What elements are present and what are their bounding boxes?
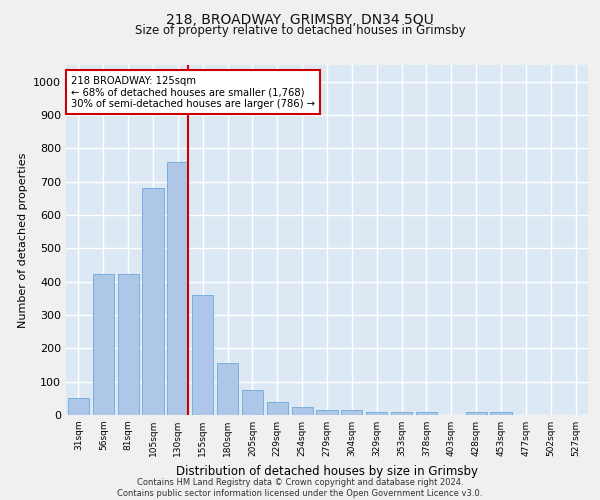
Bar: [68, 398, 89, 415]
Bar: [391, 412, 412, 415]
Bar: [118, 274, 139, 415]
Bar: [142, 188, 164, 415]
Bar: [416, 412, 437, 415]
Text: Contains HM Land Registry data © Crown copyright and database right 2024.
Contai: Contains HM Land Registry data © Crown c…: [118, 478, 482, 498]
Bar: [341, 410, 362, 415]
Text: 218 BROADWAY: 125sqm
← 68% of detached houses are smaller (1,768)
30% of semi-de: 218 BROADWAY: 125sqm ← 68% of detached h…: [71, 76, 315, 108]
Bar: [217, 364, 238, 415]
Bar: [466, 412, 487, 415]
Bar: [292, 406, 313, 415]
Text: 218, BROADWAY, GRIMSBY, DN34 5QU: 218, BROADWAY, GRIMSBY, DN34 5QU: [166, 12, 434, 26]
Bar: [93, 274, 114, 415]
Bar: [167, 162, 188, 415]
Bar: [242, 390, 263, 415]
Bar: [267, 402, 288, 415]
Bar: [490, 412, 512, 415]
X-axis label: Distribution of detached houses by size in Grimsby: Distribution of detached houses by size …: [176, 464, 478, 477]
Y-axis label: Number of detached properties: Number of detached properties: [17, 152, 28, 328]
Text: Size of property relative to detached houses in Grimsby: Size of property relative to detached ho…: [134, 24, 466, 37]
Bar: [192, 295, 213, 415]
Bar: [316, 410, 338, 415]
Bar: [366, 412, 387, 415]
